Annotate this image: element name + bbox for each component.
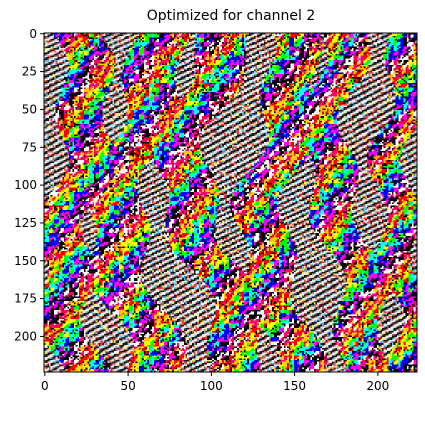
- y-tick-label: 175: [14, 292, 37, 306]
- y-tick-label: 125: [14, 216, 37, 230]
- x-axis-ticks: 0 50 100 150 200: [41, 372, 389, 393]
- y-tick-label: 100: [14, 178, 37, 192]
- y-tick-label: 0: [29, 27, 37, 41]
- optimized-image: [44, 33, 417, 372]
- x-tick-label: 50: [120, 379, 135, 393]
- y-tick-label: 50: [22, 102, 37, 116]
- feature-visualization-image: [44, 33, 417, 372]
- x-tick-label: 200: [366, 379, 389, 393]
- y-tick-label: 75: [22, 140, 37, 154]
- y-tick-label: 25: [22, 65, 37, 79]
- y-tick-label: 200: [14, 329, 37, 343]
- y-tick-label: 150: [14, 254, 37, 268]
- plot-title: Optimized for channel 2: [147, 8, 316, 24]
- x-tick-label: 100: [200, 379, 223, 393]
- axes-frame: [43, 32, 418, 373]
- x-tick-label: 0: [41, 379, 49, 393]
- x-tick-label: 150: [283, 379, 306, 393]
- y-axis-ticks: 0 25 50 75 100 125 150 175 200: [14, 27, 44, 343]
